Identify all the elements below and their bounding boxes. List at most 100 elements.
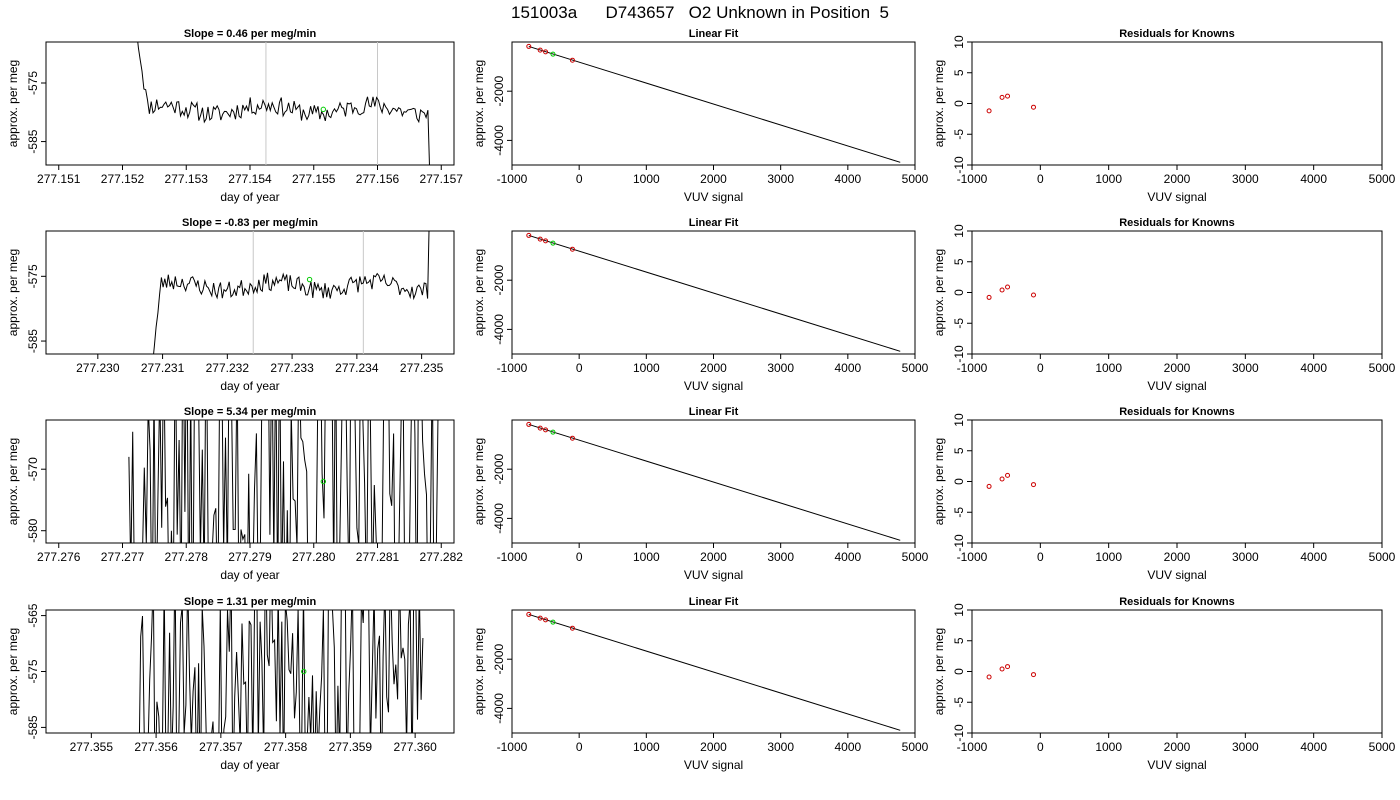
known-point <box>569 435 575 441</box>
x-tick-label: 2000 <box>700 361 727 375</box>
chart-title: Residuals for Knowns <box>1119 217 1235 229</box>
plot-area <box>526 43 901 163</box>
residual-point <box>1031 482 1036 488</box>
x-tick-label: 1000 <box>1095 361 1122 375</box>
y-tick-label: -5 <box>952 318 966 329</box>
residual-point <box>1005 284 1011 290</box>
y-tick-label: 5 <box>952 258 966 265</box>
x-tick-label: -1000 <box>957 550 988 564</box>
y-tick-label: -4000 <box>492 125 506 156</box>
x-axis-label: VUV signal <box>1147 379 1206 393</box>
known-point <box>543 238 549 244</box>
x-tick-label: 5000 <box>1369 740 1396 754</box>
y-tick-label: -5 <box>952 697 966 708</box>
plot-frame <box>971 419 1383 544</box>
x-axis-label: VUV signal <box>1147 568 1206 582</box>
x-axis-label: VUV signal <box>1147 758 1206 772</box>
plot-area <box>526 232 901 352</box>
data-trace <box>138 610 424 733</box>
x-tick-label: 4000 <box>834 550 861 564</box>
y-axis-label: approx. per meg <box>472 628 486 715</box>
y-tick-label: 10 <box>952 413 966 427</box>
x-tick-label: 277.230 <box>76 361 120 375</box>
x-tick-label: 277.281 <box>356 550 400 564</box>
y-tick-label: -2000 <box>492 265 506 296</box>
y-axis-label: approx. per meg <box>932 438 946 525</box>
x-tick-label: 2000 <box>700 172 727 186</box>
residual-point <box>1031 104 1036 110</box>
x-tick-label: 277.357 <box>199 740 243 754</box>
x-tick-label: 2000 <box>700 740 727 754</box>
known-point <box>526 611 532 617</box>
chart-timeseries-row-2: Slope = -0.83 per meg/min 277.230 277.231 2… <box>6 217 455 393</box>
x-tick-label: 4000 <box>1300 172 1327 186</box>
x-tick-label: 1000 <box>633 550 660 564</box>
chart-title: Linear Fit <box>689 28 739 40</box>
chart-title: Slope = 5.34 per meg/min <box>184 406 317 418</box>
y-tick-label: -565 <box>26 603 40 627</box>
x-tick-label: 5000 <box>1369 172 1396 186</box>
y-tick-label: -2000 <box>492 76 506 107</box>
plot-area <box>526 611 901 731</box>
chart-title: Slope = 0.46 per meg/min <box>184 28 317 40</box>
x-tick-label: 277.355 <box>70 740 114 754</box>
x-tick-label: -1000 <box>497 361 528 375</box>
x-tick-label: 4000 <box>834 361 861 375</box>
x-tick-label: 277.233 <box>270 361 314 375</box>
x-tick-label: 3000 <box>767 550 794 564</box>
y-axis-label: approx. per meg <box>932 60 946 147</box>
y-tick-label: -5 <box>952 507 966 518</box>
x-tick-label: 277.154 <box>228 172 272 186</box>
fit-line <box>528 423 901 541</box>
residual-point <box>986 483 992 489</box>
y-tick-label: -585 <box>26 129 40 153</box>
x-tick-label: 4000 <box>1300 740 1327 754</box>
x-tick-label: 5000 <box>902 172 929 186</box>
y-tick-label: 0 <box>952 478 966 485</box>
residual-point <box>999 94 1005 100</box>
known-point <box>543 617 549 623</box>
data-trace <box>153 231 430 354</box>
x-tick-label: 3000 <box>1232 172 1259 186</box>
x-tick-label: 5000 <box>1369 550 1396 564</box>
chart-title: Linear Fit <box>689 596 739 608</box>
plot-frame <box>971 41 1383 166</box>
y-tick-label: -570 <box>26 457 40 481</box>
x-axis-label: day of year <box>220 190 279 204</box>
residual-point <box>1005 664 1011 670</box>
x-tick-label: 277.151 <box>37 172 81 186</box>
chart-timeseries-row-1: Slope = 0.46 per meg/min 277.151 277.152 27… <box>6 28 463 204</box>
x-tick-label: 277.280 <box>292 550 336 564</box>
x-tick-label: 4000 <box>834 172 861 186</box>
x-tick-label: 3000 <box>767 740 794 754</box>
x-axis-label: VUV signal <box>684 758 743 772</box>
y-axis-label: approx. per meg <box>6 60 20 147</box>
unknown-point <box>550 429 556 435</box>
x-tick-label: 1000 <box>633 172 660 186</box>
chart-residuals-row-4: Residuals for Knowns -1000 0 1000 2000 3000 40… <box>932 596 1396 772</box>
x-axis-label: VUV signal <box>684 379 743 393</box>
chart-title: Slope = 1.31 per meg/min <box>184 596 317 608</box>
plot-area <box>138 610 424 733</box>
y-tick-label: -575 <box>26 71 40 95</box>
plot-area <box>986 93 1036 114</box>
x-tick-label: 3000 <box>1232 361 1259 375</box>
y-tick-label: -4000 <box>492 693 506 724</box>
x-tick-label: 0 <box>576 361 583 375</box>
x-tick-label: 277.356 <box>134 740 178 754</box>
x-tick-label: 277.152 <box>101 172 145 186</box>
unknown-point <box>306 276 313 283</box>
plot-area <box>986 664 1036 680</box>
x-tick-label: 277.359 <box>329 740 373 754</box>
y-tick-label: -575 <box>26 264 40 288</box>
residual-point <box>999 476 1005 482</box>
y-tick-label: 0 <box>952 289 966 296</box>
x-tick-label: 277.235 <box>400 361 444 375</box>
x-axis-label: day of year <box>220 758 279 772</box>
y-tick-label: 10 <box>952 224 966 238</box>
y-tick-label: -5 <box>952 129 966 140</box>
known-point <box>537 425 543 431</box>
plot-frame <box>45 609 455 734</box>
x-tick-label: 4000 <box>1300 550 1327 564</box>
